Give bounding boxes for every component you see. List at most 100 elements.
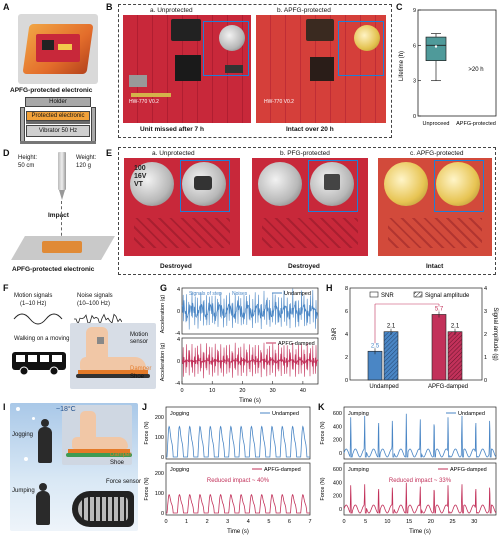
g-xtick-label: 0 (180, 388, 183, 394)
drop-weight (58, 152, 66, 190)
k-reduced: Reduced impact ~ 33% (389, 478, 452, 484)
k-xtick-label: 5 (364, 519, 367, 525)
k-ytick-label: 400 (333, 424, 342, 430)
g-ytick-label: -4 (175, 331, 180, 337)
h-ytick-right: 0 (484, 378, 487, 384)
h-ylabel-right: Signal amplitude (g) (492, 307, 498, 360)
i-damper: Damper (110, 452, 132, 458)
panel-e-frame (118, 147, 496, 275)
g-ylabel-top: Acceleration (g) (160, 295, 166, 334)
f-damper: Damper (130, 366, 152, 372)
i-force-sensor: Force sensor (106, 479, 142, 485)
k-top-legend: Undamped (458, 411, 485, 417)
g-xtick-label: 10 (209, 388, 215, 394)
j-ytick-label: 100 (155, 491, 164, 497)
h-ytick-left: 0 (345, 378, 348, 384)
d-height-value: 50 cm (18, 163, 35, 169)
c-mean (434, 45, 438, 48)
j-bottom-legend: APFG-damped (264, 467, 301, 473)
g-ytick-label: 4 (177, 337, 180, 343)
g-ytick-label: 0 (177, 309, 180, 315)
e-board-apfg (378, 158, 492, 256)
board-unprotected: HW-770 V0.2 (123, 15, 251, 123)
h-legend-amp: Signal amplitude (425, 293, 470, 299)
panel-b-letter: B (106, 2, 113, 12)
d-weight-label: Weight: (76, 155, 97, 161)
j-reduced: Reduced impact ~ 40% (207, 478, 270, 484)
acceleration-chart: 0 10 20 30 40-404-404 Signals of step Noises… (160, 287, 319, 404)
panel-f-letter: F (3, 283, 9, 293)
e-caption-0: Destroyed (160, 263, 192, 270)
e-board-unprotected (124, 158, 240, 256)
e-title-0: a. Unprotected (152, 150, 195, 157)
f-wave-icons (13, 313, 122, 327)
j-xtick-label: 7 (308, 519, 311, 525)
j-ylabel-top: Force (N) (144, 421, 150, 444)
foot-illustration (70, 323, 156, 389)
j-top-legend: Undamped (272, 411, 299, 417)
panel-d-letter: D (3, 148, 10, 158)
panel-h-letter: H (326, 283, 333, 293)
e-board-pfg (252, 158, 368, 256)
jumping-force-chart: 0 5 10 15 20 25 30 0 200 400 600 0 200 400 600 Jumping… (320, 406, 497, 535)
panel-b-left-caption: Unit missed after 7 h (140, 126, 204, 133)
h-ytick-right: 3 (484, 309, 487, 315)
i-temp: ~18°C (56, 406, 76, 413)
d-height-label: Height: (18, 155, 38, 161)
k-top-label: Jumping (348, 411, 369, 417)
h-ytick-right: 1 (484, 355, 487, 361)
k-ytick-label: 200 (333, 438, 342, 444)
g-ytick-label: -4 (175, 381, 180, 387)
h-ytick-left: 4 (345, 332, 348, 338)
panel-a-letter: A (3, 2, 10, 12)
i-jogging: Jogging (12, 432, 34, 438)
g-ytick-label: 0 (177, 359, 180, 365)
h-bar-amp (447, 331, 463, 381)
g-legend-bottom: APFG-damped (278, 341, 315, 347)
k-ytick-label: 200 (333, 494, 342, 500)
panel-a-title: APFG-protected electronic (10, 87, 93, 94)
i-shoe: Shoe (110, 460, 125, 466)
c-ylabel: Lifetime (h) (399, 51, 405, 81)
c-xlabel-0: Unproceed (423, 121, 450, 127)
k-bottom-legend: APFG-damped (450, 467, 487, 473)
j-ytick-label: 0 (161, 511, 164, 517)
k-xtick-label: 25 (450, 519, 456, 525)
g-xtick-label: 20 (239, 388, 245, 394)
e-caption-2: Intact (426, 263, 444, 270)
d-title: APFG-protected electronic (12, 266, 95, 273)
j-ytick-label: 0 (161, 455, 164, 461)
g-xtick-label: 40 (300, 388, 306, 394)
c-xlabel-1: APFG-protected (456, 121, 496, 127)
j-xtick-label: 4 (247, 519, 250, 525)
device-photo (18, 14, 98, 84)
c-ytick-label: 9 (413, 8, 416, 14)
snr-bar-chart: 0 2 4 6 8 0 1 2 3 4 Undamped APFG-damped 2.5 2.1 5.7 2… (332, 286, 498, 390)
j-bottom-label: Jogging (170, 467, 189, 473)
h-legend-snr: SNR (381, 293, 394, 299)
h-category-label: Undamped (369, 384, 398, 390)
h-label-amp: 2.1 (451, 324, 460, 330)
c-ytick-label: 0 (413, 114, 416, 120)
k-xtick-label: 0 (342, 519, 345, 525)
k-ytick-label: 600 (333, 411, 342, 417)
f-noise-range: (10–100 Hz) (77, 301, 111, 307)
c-box (425, 36, 447, 61)
h-label-snr: 2.5 (371, 343, 380, 349)
f-shoe: Shoe (130, 374, 145, 380)
e-title-2: c. APFG-protected (410, 150, 464, 157)
k-xlabel: Time (s) (409, 529, 431, 535)
g-xtick-label: 30 (270, 388, 276, 394)
d-weight-value: 120 g (76, 163, 92, 169)
j-xtick-label: 0 (164, 519, 167, 525)
c-annotation: >20 h (468, 67, 483, 73)
h-ytick-right: 2 (484, 332, 487, 338)
k-ytick-label: 0 (339, 507, 342, 513)
j-xtick-label: 2 (206, 519, 209, 525)
panel-b-right-caption: Intact over 20 h (286, 126, 334, 133)
panel-g-letter: G (160, 283, 168, 293)
bus-icon (12, 352, 66, 376)
f-bus-text: Walking on a moving bus (14, 336, 81, 342)
e-caption-1: Destroyed (288, 263, 320, 270)
j-xtick-label: 5 (267, 519, 270, 525)
